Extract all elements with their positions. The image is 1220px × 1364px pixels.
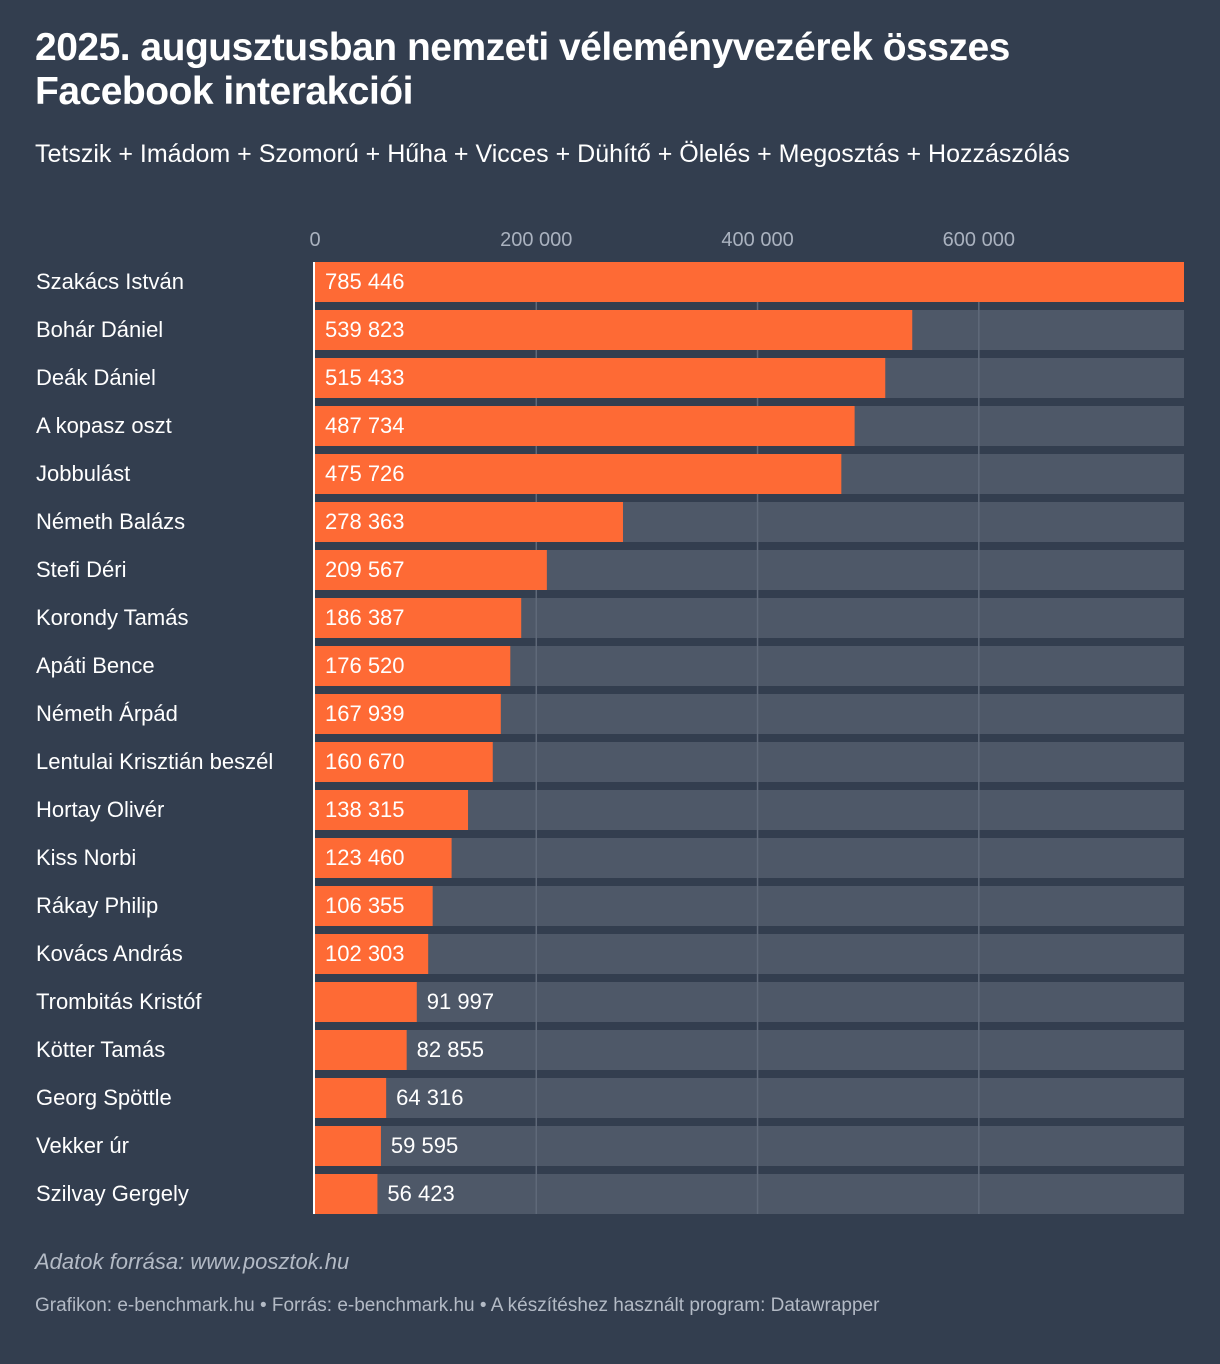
- bar: [315, 886, 433, 926]
- bar: [315, 838, 452, 878]
- bar-track: [315, 1078, 1184, 1118]
- value-label: 209 567: [325, 557, 405, 582]
- value-label: 176 520: [325, 653, 405, 678]
- category-label: Apáti Bence: [36, 653, 155, 678]
- bar: [315, 742, 493, 782]
- value-label: 515 433: [325, 365, 405, 390]
- value-label: 487 734: [325, 413, 405, 438]
- bar: [315, 646, 511, 686]
- x-tick-label: 0: [309, 229, 320, 251]
- bar-track: [315, 934, 1184, 974]
- category-label: Hortay Olivér: [36, 797, 164, 822]
- category-label: Németh Balázs: [36, 509, 185, 534]
- bar: [315, 454, 842, 494]
- category-label: Vekker úr: [36, 1133, 129, 1158]
- bar-track: [315, 1030, 1184, 1070]
- bar: [315, 1078, 387, 1118]
- value-label: 82 855: [417, 1037, 484, 1062]
- x-tick-label: 600 000: [943, 229, 1015, 251]
- bar: [315, 934, 429, 974]
- bar: [315, 262, 1184, 302]
- value-label: 64 316: [396, 1085, 463, 1110]
- category-label: Rákay Philip: [36, 893, 158, 918]
- category-label: Szilvay Gergely: [36, 1181, 189, 1206]
- bar: [315, 502, 623, 542]
- category-label: Kovács András: [36, 941, 183, 966]
- value-label: 106 355: [325, 893, 405, 918]
- chart-subtitle: Tetszik + Imádom + Szomorú + Hűha + Vicc…: [35, 140, 1070, 168]
- bar-chart: 0 200 000 400 000 600 000 Szakács István 785 …: [36, 229, 1184, 1214]
- category-label: Kötter Tamás: [36, 1037, 165, 1062]
- value-label: 123 460: [325, 845, 405, 870]
- bar: [315, 598, 522, 638]
- value-label: 475 726: [325, 461, 405, 486]
- value-label: 539 823: [325, 317, 405, 342]
- bar-track: [315, 1126, 1184, 1166]
- bar: [315, 310, 913, 350]
- category-label: Korondy Tamás: [36, 605, 188, 630]
- category-label: Szakács István: [36, 269, 184, 294]
- bar: [315, 790, 469, 830]
- bar: [315, 550, 547, 590]
- category-label: Deák Dániel: [36, 365, 156, 390]
- chart-footer: Grafikon: e-benchmark.hu • Forrás: e-ben…: [35, 1295, 880, 1316]
- category-label: Stefi Déri: [36, 557, 126, 582]
- value-label: 785 446: [325, 269, 405, 294]
- bar: [315, 358, 886, 398]
- data-source-note: Adatok forrása: www.posztok.hu: [35, 1249, 350, 1274]
- bar: [315, 406, 855, 446]
- bar: [315, 1174, 378, 1214]
- value-label: 56 423: [387, 1181, 454, 1206]
- category-label: Trombitás Kristóf: [36, 989, 202, 1014]
- bar: [315, 1030, 407, 1070]
- chart-title: 2025. augusztusban nemzeti véleményvezér…: [35, 26, 1010, 113]
- value-label: 278 363: [325, 509, 405, 534]
- bar-track: [315, 886, 1184, 926]
- bar: [315, 694, 501, 734]
- x-tick-label: 400 000: [721, 229, 793, 251]
- category-label: Georg Spöttle: [36, 1085, 172, 1110]
- value-label: 102 303: [325, 941, 405, 966]
- bar: [315, 1126, 381, 1166]
- value-label: 91 997: [427, 989, 494, 1014]
- category-label: Bohár Dániel: [36, 317, 163, 342]
- bar-track: [315, 1174, 1184, 1214]
- category-label: A kopasz oszt: [36, 413, 172, 438]
- value-label: 138 315: [325, 797, 405, 822]
- category-label: Kiss Norbi: [36, 845, 136, 870]
- value-label: 186 387: [325, 605, 405, 630]
- bar: [315, 982, 417, 1022]
- value-label: 160 670: [325, 749, 405, 774]
- bar-track: [315, 982, 1184, 1022]
- bar-track: [315, 838, 1184, 878]
- value-label: 167 939: [325, 701, 405, 726]
- category-label: Jobbulást: [36, 461, 130, 486]
- category-label: Németh Árpád: [36, 701, 178, 726]
- value-label: 59 595: [391, 1133, 458, 1158]
- x-tick-label: 200 000: [500, 229, 572, 251]
- category-label: Lentulai Krisztián beszél: [36, 749, 273, 774]
